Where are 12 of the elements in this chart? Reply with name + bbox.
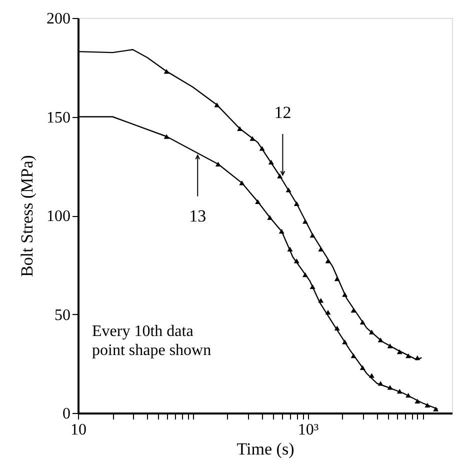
annotation: Every 10th data point shape shown: [92, 323, 212, 359]
y-tick-label: 150: [46, 109, 70, 126]
y-axis-title: Bolt Stress (MPa): [18, 155, 36, 277]
x-tick-label: 10: [70, 422, 86, 438]
y-tick-label: 100: [46, 208, 70, 225]
annotation: 13: [189, 206, 206, 226]
x-axis-title: Time (s): [236, 440, 294, 458]
annotation: 12: [274, 102, 292, 122]
y-tick-label: 0: [62, 406, 70, 422]
x-tick-label: 10³: [298, 422, 319, 438]
y-tick-label: 200: [46, 10, 70, 28]
y-tick-label: 50: [54, 306, 70, 324]
